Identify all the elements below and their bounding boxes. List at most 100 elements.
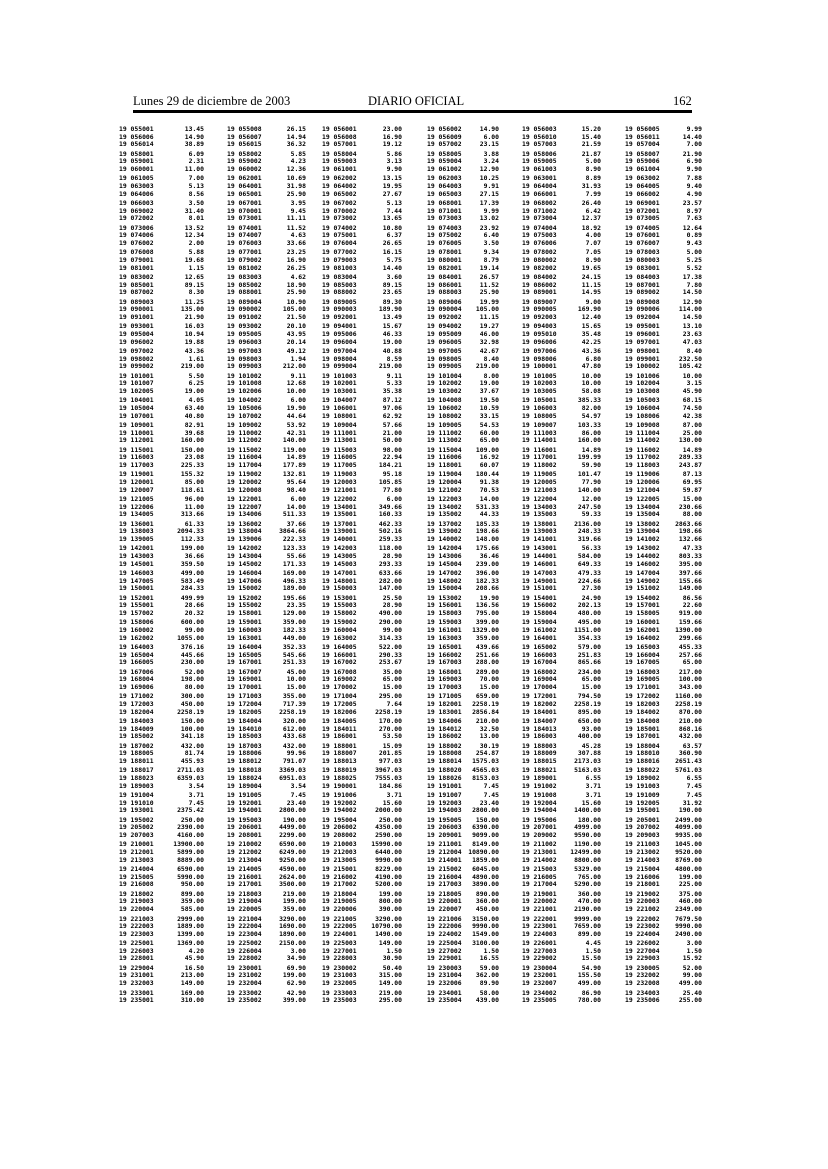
item-price: 45.90 [184, 954, 204, 963]
item-code: 19 168002 [522, 667, 557, 676]
item-code: 19 164003 [119, 643, 154, 652]
item-price: 11.15 [581, 280, 601, 289]
item-price: 17.39 [479, 199, 499, 208]
item-code: 19 216006 [625, 872, 660, 881]
item-price: 6.90 [686, 157, 702, 166]
item-code: 19 226004 [227, 946, 262, 955]
item-code: 19 163002 [322, 633, 357, 642]
item-price: 3.00 [290, 946, 306, 955]
item-price: 9250.00 [279, 855, 306, 864]
item-code: 19 192003 [427, 798, 462, 807]
item-price: 9.91 [483, 181, 499, 190]
item-price: 5.88 [188, 248, 204, 257]
item-code: 19 119001 [119, 470, 154, 479]
item-price: 6.55 [686, 774, 702, 783]
item-price: 359.00 [282, 905, 306, 914]
item-price: 0.89 [686, 231, 702, 240]
item-code: 19 120002 [227, 478, 262, 486]
item-code: 19 209002 [522, 831, 557, 839]
item-price: 27.30 [581, 584, 601, 593]
item-code: 19 121003 [522, 485, 557, 494]
item-code: 19 075001 [322, 231, 357, 240]
item-price: 531.33 [475, 502, 499, 511]
item-code: 19 167006 [119, 667, 154, 676]
item-code: 19 094001 [322, 322, 357, 331]
item-code: 19 185001 [625, 724, 660, 733]
item-code: 19 135001 [322, 510, 357, 519]
item-code: 19 103008 [625, 386, 660, 395]
item-code: 19 087001 [625, 280, 660, 289]
table-row: 19 185002 341.18 19 185003 433.68 19 186001 5… [0, 733, 828, 741]
item-code: 19 224002 [427, 929, 462, 938]
item-price: 202.13 [577, 601, 601, 610]
item-price: 313.66 [180, 510, 204, 519]
item-code: 19 152002 [227, 593, 262, 602]
item-code: 19 184013 [522, 724, 557, 733]
item-price: 439.66 [475, 643, 499, 652]
item-code: 19 134003 [522, 502, 557, 511]
item-code: 19 074005 [625, 223, 660, 232]
item-price: 82.00 [581, 403, 601, 412]
item-price: 23.65 [382, 288, 402, 297]
item-code: 19 058001 [119, 149, 154, 158]
item-code: 19 110001 [119, 428, 154, 437]
item-code: 19 170004 [522, 682, 557, 691]
item-code: 19 076003 [227, 238, 262, 247]
item-price: 16.90 [382, 132, 402, 141]
item-price: 717.39 [282, 700, 306, 709]
table-row: 19 182004 2258.19 19 182005 2258.19 19 18200… [0, 708, 828, 717]
item-code: 19 145003 [322, 559, 357, 568]
item-price: 212.00 [282, 362, 306, 371]
item-code: 19 078002 [522, 248, 557, 257]
item-code: 19 162002 [119, 633, 154, 642]
item-code: 19 224001 [322, 929, 357, 938]
item-price: 7.45 [686, 781, 702, 790]
item-price: 12.40 [581, 312, 601, 321]
item-price: 14.89 [286, 453, 306, 462]
item-price: 868.16 [678, 724, 702, 733]
item-code: 19 101002 [227, 371, 262, 380]
item-code: 19 222002 [625, 914, 660, 923]
item-price: 15.09 [382, 741, 402, 750]
table-row: 19 095004 10.94 19 095005 43.95 19 095006 46.… [0, 330, 828, 339]
item-price: 359.00 [475, 633, 499, 642]
item-price: 19.14 [479, 263, 499, 272]
item-price: 4999.00 [574, 823, 601, 832]
item-price: 649.33 [577, 559, 601, 568]
item-price: 251.33 [282, 658, 306, 667]
item-code: 19 227001 [322, 946, 357, 955]
item-price: 22.94 [382, 453, 402, 462]
item-code: 19 188002 [427, 741, 462, 750]
item-code: 19 092002 [427, 312, 462, 321]
item-price: 136.56 [475, 601, 499, 610]
item-price: 190.00 [282, 815, 306, 824]
table-row: 19 188011 455.93 19 188012 791.07 19 188013 9… [0, 757, 828, 766]
item-price: 16.90 [286, 255, 306, 264]
table-row: 19 216008 950.00 19 217001 3500.00 19 217002… [0, 881, 828, 889]
item-code: 19 101006 [625, 371, 660, 380]
item-code: 19 222004 [227, 922, 262, 931]
item-price: 54.53 [479, 421, 499, 430]
table-row: 19 207003 4160.00 19 208001 2299.00 19 20800… [0, 831, 828, 840]
item-price: 169.90 [577, 305, 601, 314]
item-price: 59.87 [682, 485, 702, 494]
item-price: 2863.66 [675, 519, 702, 528]
table-row: 19 235001 310.00 19 235002 399.00 19 235003 2… [0, 997, 828, 1005]
item-code: 19 101004 [427, 371, 462, 380]
item-price: 28.66 [184, 601, 204, 610]
table-row: 19 096002 19.88 19 096003 20.14 19 096004 19.… [0, 338, 828, 347]
item-code: 19 166004 [625, 650, 660, 659]
item-code: 19 058005 [427, 149, 462, 158]
item-price: 502.16 [378, 527, 402, 536]
item-price: 1400.00 [574, 806, 601, 815]
item-price: 495.00 [577, 618, 601, 627]
item-code: 19 206003 [427, 823, 462, 832]
item-code: 19 171001 [625, 682, 660, 691]
item-price: 295.00 [378, 692, 402, 701]
item-price: 270.00 [378, 724, 402, 733]
item-code: 19 098004 [322, 354, 357, 363]
item-price: 7555.03 [375, 774, 402, 783]
item-code: 19 230001 [227, 963, 262, 972]
item-price: 36.66 [184, 552, 204, 561]
item-code: 19 224004 [625, 929, 660, 938]
